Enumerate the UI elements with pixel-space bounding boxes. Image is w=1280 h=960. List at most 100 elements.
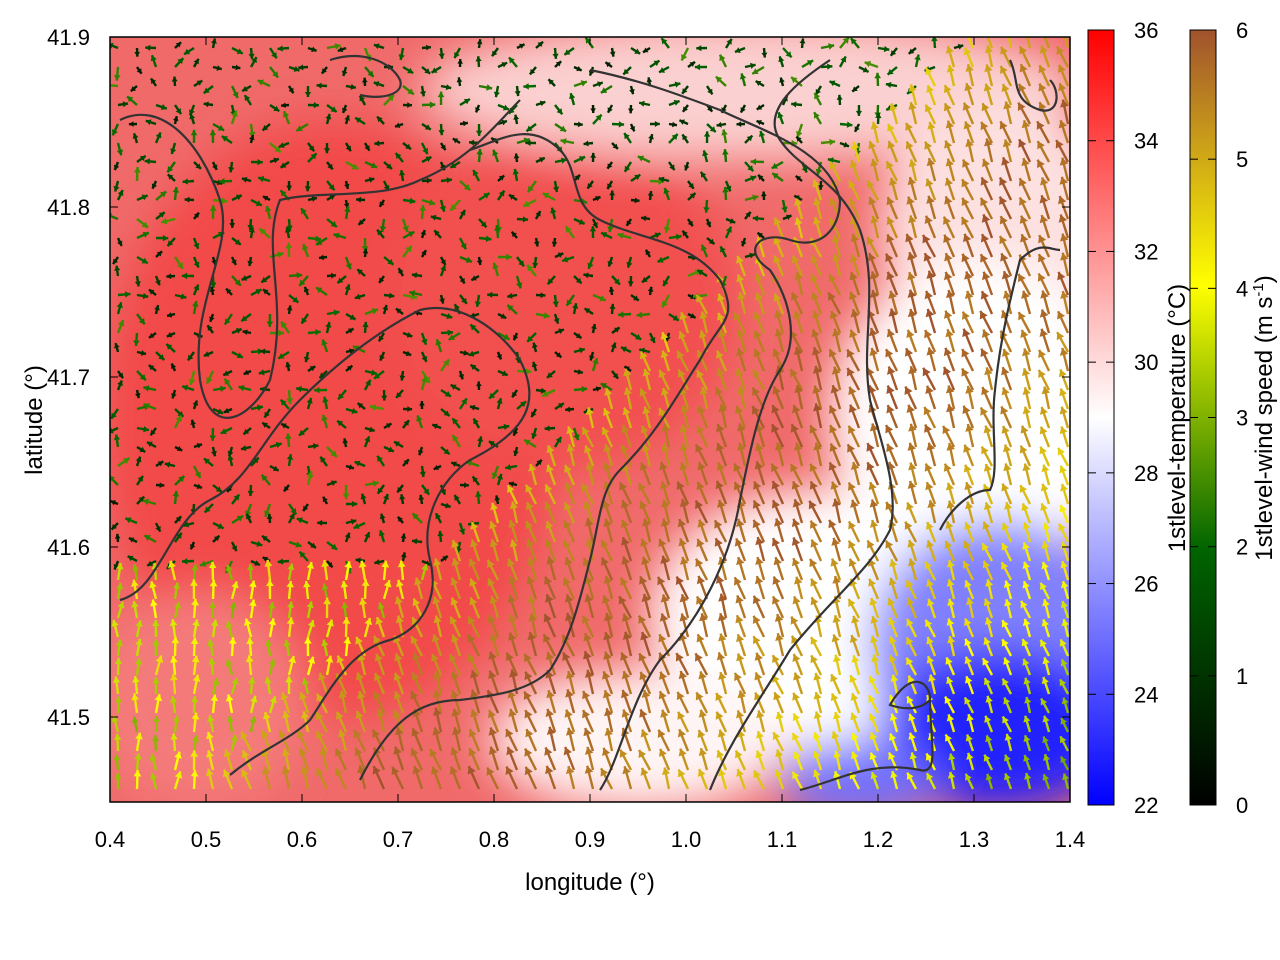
wind-arrow-head	[306, 397, 313, 404]
wind-arrow-head	[771, 405, 780, 414]
wind-arrow-head	[660, 350, 669, 359]
wind-arrow-head	[246, 637, 254, 645]
wind-arrow-head	[809, 558, 818, 568]
wind-arrow-head	[793, 576, 803, 585]
wind-arrow-head	[733, 312, 742, 321]
wind-arrow-head	[470, 521, 479, 530]
wind-arrow-head	[544, 539, 553, 548]
wind-arrow-head	[678, 331, 687, 340]
wind-arrow-head	[1038, 349, 1046, 359]
wind-arrow-head	[1021, 348, 1031, 357]
wind-arrow-head	[396, 579, 404, 588]
wind-arrow-head	[373, 81, 380, 88]
wind-arrow-head	[175, 415, 182, 422]
wind-arrow-head	[557, 403, 564, 409]
wind-arrow-head	[846, 349, 855, 358]
wind-arrow-head	[677, 769, 686, 778]
wind-arrow-head	[1060, 26, 1068, 34]
wind-arrow-head	[518, 260, 524, 267]
wind-arrow-head	[349, 348, 355, 354]
wind-arrow-head	[535, 211, 541, 217]
wind-arrow-head	[1001, 348, 1011, 357]
wind-arrow-head	[813, 197, 822, 206]
wind-arrow-head	[869, 499, 879, 508]
wind-arrow-head	[577, 121, 583, 128]
wind-arrow-head	[470, 364, 477, 371]
wind-arrow-head	[543, 614, 552, 623]
wind-arrow-head	[116, 582, 124, 590]
wind-arrow-head	[155, 132, 162, 139]
wind-arrow-head	[342, 438, 349, 444]
wind-arrow-head	[886, 329, 896, 338]
wind-arrow-head	[785, 214, 792, 220]
x-tick-label: 1.2	[863, 827, 894, 852]
wind-arrow-head	[773, 217, 782, 226]
wind-arrow-head	[167, 174, 174, 180]
wind-arrow-head	[583, 728, 592, 737]
wind-arrow-head	[584, 518, 594, 527]
wind-arrow-head	[344, 561, 353, 569]
wind-arrow-head	[230, 734, 238, 742]
wind-arrow-head	[984, 617, 993, 625]
wind-arrow-head	[269, 696, 277, 704]
wind-arrow-head	[260, 348, 266, 355]
wind-arrow-head	[796, 130, 803, 138]
wind-arrow-head	[544, 576, 553, 585]
wind-arrow-head	[620, 689, 630, 699]
wind-vector-field	[110, 26, 1070, 790]
wind-arrow-head	[430, 214, 437, 221]
wind-arrow-head	[418, 449, 424, 456]
wind-arrow-head	[808, 500, 817, 510]
wind-arrow-head	[739, 73, 747, 80]
wind-arrow-head	[394, 727, 404, 736]
wind-arrow-head	[1055, 140, 1064, 149]
wind-arrow-head	[676, 350, 685, 360]
wind-arrow-head	[321, 560, 330, 568]
wind-arrow-head	[243, 618, 252, 626]
wind-arrow-head	[774, 328, 784, 337]
wind-arrow-head	[1061, 581, 1069, 589]
wind-arrow-head	[317, 672, 326, 681]
wind-arrow-head	[868, 675, 876, 684]
wind-arrow-head	[311, 46, 317, 53]
wind-arrow-head	[639, 100, 645, 107]
wind-arrow-head	[1023, 677, 1031, 685]
wind-arrow-head	[321, 639, 329, 647]
wind-arrow-head	[752, 194, 759, 202]
wind-arrow-head	[610, 342, 617, 349]
wind-arrow-head	[317, 519, 323, 526]
wind-arrow-head	[698, 709, 707, 718]
wind-arrow-head	[175, 108, 182, 115]
wind-arrow-head	[1060, 291, 1069, 299]
wind-arrow-head	[755, 557, 764, 566]
wind-arrow-head	[869, 423, 879, 432]
wind-arrow-head	[243, 428, 250, 435]
wind-arrow-head	[507, 558, 516, 567]
wind-arrow-head	[756, 710, 765, 719]
wind-arrow-head	[1019, 485, 1028, 493]
wind-arrow-head	[258, 176, 265, 183]
wind-arrow-head	[449, 654, 457, 663]
wind-arrow-head	[946, 500, 955, 509]
wind-arrow-head	[1001, 562, 1009, 570]
wind-arrow-head	[142, 292, 149, 300]
wind-arrow-head	[773, 237, 782, 245]
wind-arrow-head	[508, 576, 517, 585]
wind-arrow-head	[1022, 26, 1030, 34]
wind-arrow-head	[983, 83, 992, 92]
wind-arrow-head	[1000, 46, 1008, 55]
wind-arrow-head	[621, 709, 630, 718]
wind-arrow-head	[1018, 83, 1027, 93]
wind-arrow-head	[946, 714, 955, 722]
wind-arrow-head	[289, 513, 295, 520]
wind-arrow-head	[563, 502, 572, 511]
wind-arrow-head	[323, 597, 332, 605]
wind-arrow-head	[348, 328, 354, 334]
wind-arrow-head	[889, 559, 898, 567]
wind-arrow-head	[609, 190, 616, 196]
wind-arrow-head	[715, 711, 724, 720]
wind-arrow-head	[509, 501, 518, 510]
wind-arrow-head	[781, 206, 788, 213]
wind-arrow-head	[736, 442, 746, 451]
wind-arrow-head	[450, 204, 457, 211]
